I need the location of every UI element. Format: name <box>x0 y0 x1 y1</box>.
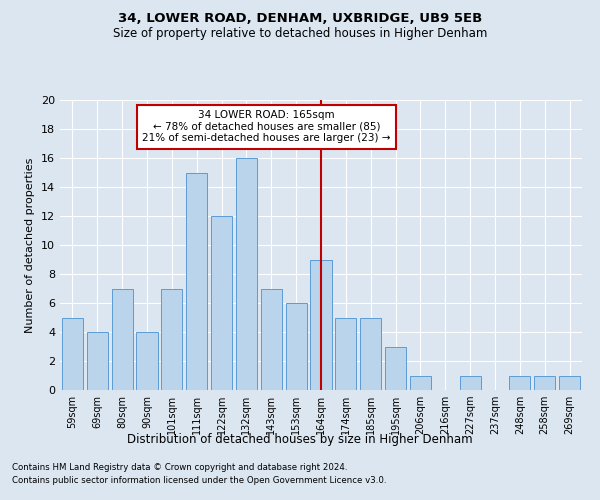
Bar <box>335 318 356 390</box>
Bar <box>186 172 207 390</box>
Y-axis label: Number of detached properties: Number of detached properties <box>25 158 35 332</box>
Bar <box>310 260 332 390</box>
Bar <box>509 376 530 390</box>
Text: Contains HM Land Registry data © Crown copyright and database right 2024.: Contains HM Land Registry data © Crown c… <box>12 464 347 472</box>
Text: Distribution of detached houses by size in Higher Denham: Distribution of detached houses by size … <box>127 432 473 446</box>
Bar <box>410 376 431 390</box>
Bar <box>360 318 381 390</box>
Bar <box>261 288 282 390</box>
Bar <box>236 158 257 390</box>
Bar <box>559 376 580 390</box>
Text: Contains public sector information licensed under the Open Government Licence v3: Contains public sector information licen… <box>12 476 386 485</box>
Bar <box>385 346 406 390</box>
Bar <box>460 376 481 390</box>
Text: Size of property relative to detached houses in Higher Denham: Size of property relative to detached ho… <box>113 28 487 40</box>
Bar <box>286 303 307 390</box>
Bar <box>161 288 182 390</box>
Bar <box>534 376 555 390</box>
Bar <box>112 288 133 390</box>
Bar <box>211 216 232 390</box>
Text: 34 LOWER ROAD: 165sqm
← 78% of detached houses are smaller (85)
21% of semi-deta: 34 LOWER ROAD: 165sqm ← 78% of detached … <box>142 110 391 144</box>
Text: 34, LOWER ROAD, DENHAM, UXBRIDGE, UB9 5EB: 34, LOWER ROAD, DENHAM, UXBRIDGE, UB9 5E… <box>118 12 482 26</box>
Bar <box>87 332 108 390</box>
Bar <box>136 332 158 390</box>
Bar <box>62 318 83 390</box>
